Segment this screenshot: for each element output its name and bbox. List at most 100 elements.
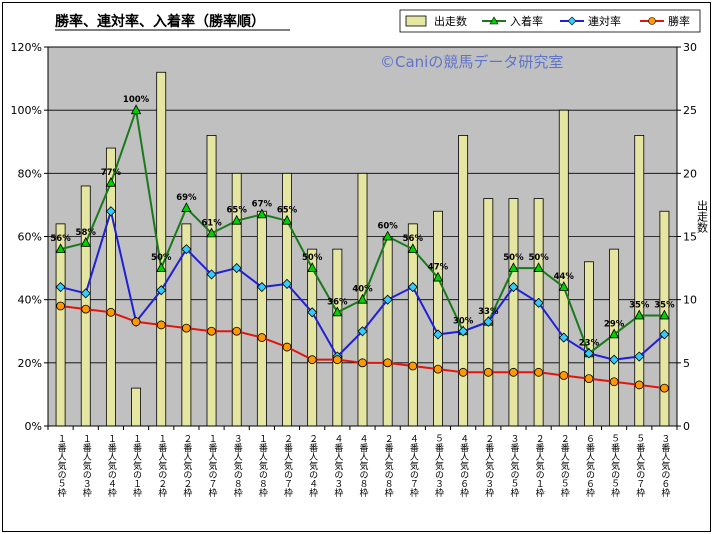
data-label-7: 65% <box>227 206 248 216</box>
data-label-2: 77% <box>101 168 122 178</box>
point-nyuchaku-12 <box>357 293 368 304</box>
ytick-label: 100% <box>11 104 42 117</box>
xtick-label-4: １番人気の２枠 <box>156 434 167 498</box>
point-nyuchaku-20 <box>558 281 569 291</box>
point-shoritsu-5 <box>181 323 191 333</box>
y2tick-label: 0 <box>683 420 690 433</box>
bar-13 <box>382 236 393 427</box>
legend-marker <box>648 17 656 25</box>
data-label-0: 56% <box>50 234 71 244</box>
point-nyuchaku-9 <box>281 214 293 225</box>
xtick-label-9: ２番人気の７枠 <box>282 434 293 498</box>
ytick-label: 0% <box>25 420 42 433</box>
y2tick-label: 30 <box>683 41 697 54</box>
point-rentai-8 <box>256 281 267 293</box>
point-shoritsu-10 <box>307 355 317 365</box>
xtick-label-21: ６番人気の６枠 <box>584 434 595 498</box>
point-nyuchaku-22 <box>608 328 620 339</box>
data-label-6: 61% <box>201 218 222 228</box>
point-rentai-5 <box>181 244 192 255</box>
data-label-20: 44% <box>554 272 575 282</box>
data-label-17: 33% <box>478 307 499 317</box>
xtick-label-12: ４番人気の８枠 <box>358 434 369 498</box>
xtick-label-23: ５番人気の７枠 <box>634 434 645 498</box>
point-rentai-12 <box>357 326 368 337</box>
data-labels: 56% 58% 77% 100% 50% 69% 61% 65% 67% 65% 50% 36% 40%… <box>50 95 675 348</box>
point-rentai-23 <box>634 351 645 362</box>
point-shoritsu-6 <box>207 326 216 336</box>
watermark: ©Caniの競馬データ研究室 <box>380 53 563 71</box>
point-shoritsu-17 <box>483 367 493 377</box>
point-rentai-9 <box>281 278 293 289</box>
point-nyuchaku-11 <box>332 306 343 317</box>
point-shoritsu-18 <box>509 367 518 377</box>
point-shoritsu-16 <box>458 367 468 377</box>
xtick-label-3: １番人気の１枠 <box>131 434 142 498</box>
bar-8 <box>256 210 267 427</box>
legend: 出走数 入着率 連対率 勝率 <box>399 9 701 33</box>
y2tick-label: 20 <box>683 167 697 180</box>
point-rentai-14 <box>407 281 418 293</box>
y2tick-label: 5 <box>683 357 690 370</box>
point-rentai-13 <box>382 294 393 305</box>
point-rentai-4 <box>156 285 167 296</box>
y2tick-label: 15 <box>683 231 697 244</box>
data-label-9: 65% <box>277 206 298 216</box>
point-nyuchaku-14 <box>407 243 418 254</box>
point-shoritsu-2 <box>106 307 116 317</box>
point-shoritsu-1 <box>81 304 91 314</box>
point-shoritsu-15 <box>433 364 443 374</box>
bar-19 <box>533 198 544 427</box>
point-nyuchaku-13 <box>382 230 393 241</box>
point-shoritsu-20 <box>559 371 569 380</box>
legend-label-3: 勝率 <box>668 14 690 28</box>
point-shoritsu-19 <box>534 367 544 377</box>
ytick-label: 40% <box>18 294 42 307</box>
point-nyuchaku-3 <box>130 104 142 115</box>
point-shoritsu-21 <box>584 374 594 384</box>
data-label-16: 30% <box>453 316 474 326</box>
xtick-label-19: ２番人気の１枠 <box>534 434 545 498</box>
point-rentai-21 <box>583 348 595 359</box>
y2tick-label: 25 <box>683 104 697 117</box>
ytick-label: 80% <box>18 167 42 180</box>
data-label-24: 35% <box>654 300 675 310</box>
point-rentai-24 <box>659 329 670 340</box>
point-nyuchaku-4 <box>156 262 167 272</box>
legend-swatch-bar <box>405 15 427 27</box>
point-nyuchaku-23 <box>634 309 645 320</box>
bar-18 <box>508 198 519 427</box>
bar-11 <box>332 248 343 427</box>
point-shoritsu-8 <box>257 333 267 342</box>
point-shoritsu-0 <box>56 301 65 311</box>
point-nyuchaku-2 <box>105 176 117 187</box>
data-label-3: 100% <box>123 95 150 105</box>
xtick-label-7: ３番人気の８枠 <box>232 434 243 498</box>
data-label-8: 67% <box>252 199 273 209</box>
bar-6 <box>206 135 217 427</box>
xtick-label-22: ５番人気の５枠 <box>609 434 620 498</box>
point-shoritsu-7 <box>232 326 242 336</box>
data-label-23: 35% <box>629 300 650 310</box>
point-shoritsu-3 <box>131 317 141 327</box>
data-label-14: 56% <box>403 234 424 244</box>
point-nyuchaku-15 <box>432 271 444 282</box>
data-label-5: 69% <box>176 193 197 203</box>
point-rentai-6 <box>206 269 217 280</box>
data-label-11: 36% <box>327 297 348 307</box>
data-label-13: 60% <box>377 222 398 232</box>
data-label-15: 47% <box>428 263 449 273</box>
data-label-10: 50% <box>302 253 323 263</box>
legend-box <box>399 9 701 33</box>
point-rentai-10 <box>307 307 318 318</box>
data-label-21: 23% <box>579 338 600 348</box>
xtick-label-16: ４番人気の６枠 <box>458 434 469 498</box>
axes: 0% 20% 40% 60% 80% 100% 120% 0 5 10 15 20 25 30 出走数 １番人… <box>11 41 709 498</box>
data-label-18: 50% <box>503 253 524 263</box>
point-nyuchaku-8 <box>256 208 268 219</box>
xtick-label-5: ２番人気の２枠 <box>181 434 192 498</box>
point-rentai-22 <box>609 354 620 365</box>
point-nyuchaku-0 <box>55 243 66 254</box>
point-nyuchaku-7 <box>231 214 242 225</box>
xtick-label-17: ２番人気の３枠 <box>483 434 494 498</box>
